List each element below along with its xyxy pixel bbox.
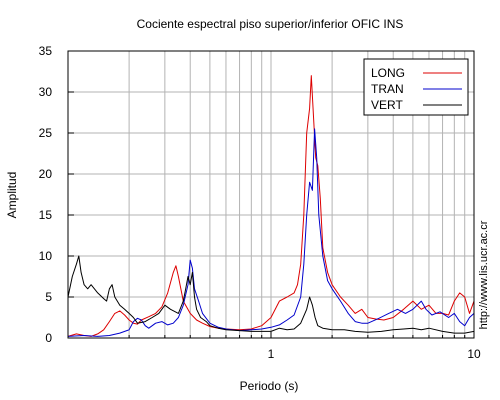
- legend-label-tran: TRAN: [371, 82, 404, 96]
- x-tick-label: 1: [268, 347, 275, 361]
- series-line-long: [67, 75, 475, 337]
- y-tick-label: 30: [39, 85, 53, 99]
- x-tick-label: 10: [467, 347, 481, 361]
- legend-label-vert: VERT: [371, 98, 403, 112]
- legend-box: [363, 58, 469, 116]
- x-tick-labels: 1 10: [268, 347, 481, 361]
- y-tick-label: 0: [45, 331, 52, 345]
- credit-url: http://www.lis.ucr.ac.cr: [478, 220, 490, 329]
- y-tick-labels: 0 5 10 15 20 25 30 35: [39, 44, 53, 345]
- y-axis-label: Amplitud: [5, 172, 19, 219]
- y-tick-label: 10: [39, 249, 53, 263]
- legend: LONG TRAN VERT: [363, 58, 469, 116]
- axis-ticks: [67, 50, 466, 339]
- series-line-vert: [67, 255, 475, 334]
- y-tick-label: 5: [45, 290, 52, 304]
- y-tick-label: 15: [39, 208, 53, 222]
- series-lines: [67, 75, 475, 337]
- legend-label-long: LONG: [371, 66, 405, 80]
- x-axis-label: Periodo (s): [240, 379, 299, 393]
- y-tick-label: 35: [39, 44, 53, 58]
- chart-title: Cociente espectral piso superior/inferio…: [137, 17, 404, 31]
- series-line-tran: [67, 128, 475, 337]
- y-tick-label: 25: [39, 126, 53, 140]
- y-tick-label: 20: [39, 167, 53, 181]
